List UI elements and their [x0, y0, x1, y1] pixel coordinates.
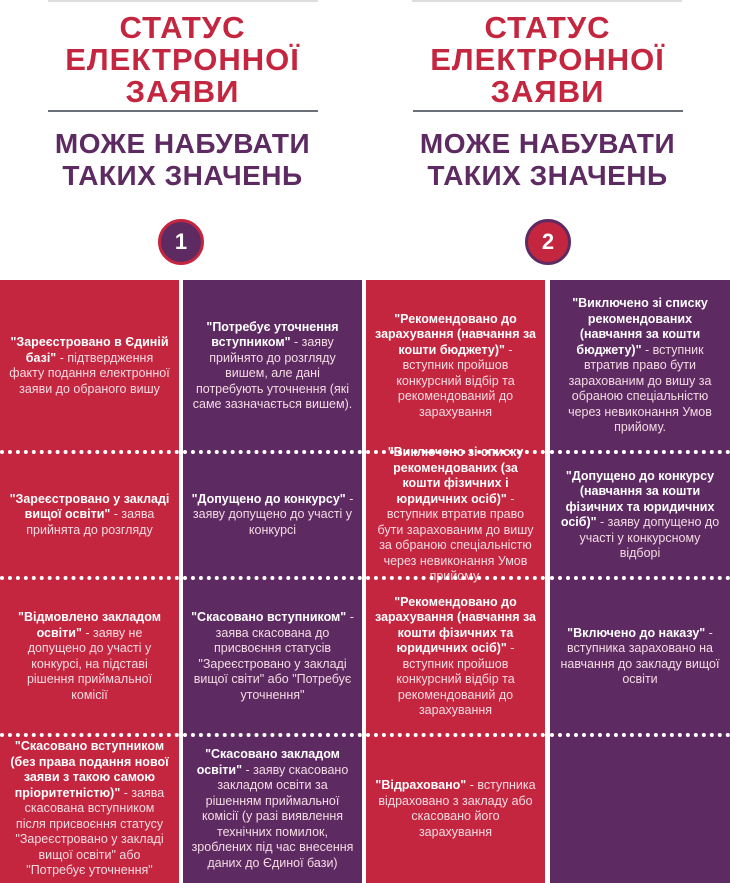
status-name: "Рекомендовано до зарахування (навчання …	[375, 594, 536, 656]
title-line: СТАТУС	[119, 10, 246, 45]
status-name: "Скасовано вступником (без права подання…	[10, 739, 169, 800]
number-badge: 1	[158, 219, 204, 265]
header-title: СТАТУС ЕЛЕКТРОННОЇ ЗАЯВИ	[365, 12, 730, 108]
status-name: "Виключено зі списку рекомендованих (нав…	[572, 296, 708, 357]
status-explanation: - заява прийнята до розгляду	[26, 507, 155, 537]
status-description: "Скасовано вступником (без права подання…	[8, 739, 171, 879]
status-name: "Відмовлено закладом освіти"	[18, 610, 161, 640]
status-explanation: - вступник втратив право бути зараховани…	[568, 342, 712, 435]
status-explanation: - підтвердження факту подання електронно…	[9, 350, 170, 396]
status-description: "Виключено зі списку рекомендованих (нав…	[558, 296, 722, 436]
row-separator	[183, 450, 362, 454]
status-description: "Включено до наказу" - вступника зарахов…	[558, 626, 722, 688]
status-name: "Допущено до конкурсу (навчання за кошти…	[560, 468, 715, 530]
status-cell: "Рекомендовано до зарахування (навчання …	[366, 280, 545, 452]
title-line: ЕЛЕКТРОННОЇ	[65, 42, 300, 77]
status-description: "Допущено до конкурсу (навчання за кошти…	[558, 469, 722, 562]
status-name: "Потребує уточнення вступником"	[206, 319, 339, 350]
status-name: "Відраховано"	[375, 778, 467, 792]
status-column: "Потребує уточнення вступником" - заяву …	[183, 280, 362, 883]
row-separator	[550, 733, 730, 737]
status-description: "Відраховано" - вступника відраховано з …	[374, 778, 537, 840]
row-separator	[550, 576, 730, 580]
row-separator	[366, 576, 545, 580]
status-name: "Допущено до конкурсу"	[191, 491, 346, 506]
status-cell: "Виключено зі списку рекомендованих (нав…	[550, 280, 730, 452]
title-line: ЕЛЕКТРОННОЇ	[430, 42, 665, 77]
status-name: "Виключено зі списку рекомендованих (за …	[387, 445, 524, 506]
title-line: ЗАЯВИ	[125, 74, 240, 109]
status-cell: "Включено до наказу" - вступника зарахов…	[550, 578, 730, 735]
row-separator	[0, 576, 179, 580]
row-separator	[366, 450, 545, 454]
status-name: "Скасовано вступником"	[191, 610, 347, 624]
top-divider	[48, 0, 318, 2]
row-separator	[550, 450, 730, 454]
status-name: "Зареєстровано в Єдиній базі"	[10, 335, 169, 365]
status-column: "Рекомендовано до зарахування (навчання …	[366, 280, 545, 883]
status-explanation: - вступник пройшов конкурсний відбір та …	[396, 342, 515, 419]
subtitle-line: ТАКИХ ЗНАЧЕНЬ	[427, 160, 668, 191]
header-rule	[413, 110, 683, 112]
status-description: "Зареєстровано в Єдиній базі" - підтверд…	[8, 335, 171, 397]
status-cell: "Виключено зі списку рекомендованих (за …	[366, 445, 545, 583]
header-left: СТАТУС ЕЛЕКТРОННОЇ ЗАЯВИ МОЖЕ НАБУВАТИ Т…	[0, 0, 365, 280]
status-description: "Скасовано закладом освіти" - заяву скас…	[191, 747, 354, 871]
status-description: "Зареєстровано у закладі вищої освіти" -…	[8, 492, 171, 539]
header-subtitle: МОЖЕ НАБУВАТИ ТАКИХ ЗНАЧЕНЬ	[365, 128, 730, 192]
status-name: "Включено до наказу"	[567, 625, 706, 640]
subtitle-line: ТАКИХ ЗНАЧЕНЬ	[62, 160, 303, 191]
status-explanation: - заяву допущено до участі у конкурсі	[192, 491, 354, 537]
status-description: "Відмовлено закладом освіти" - заяву не …	[8, 610, 171, 703]
status-cell: "Скасовано вступником (без права подання…	[0, 735, 179, 883]
status-description: "Рекомендовано до зарахування (навчання …	[374, 595, 537, 719]
status-description: "Потребує уточнення вступником" - заяву …	[191, 320, 354, 413]
status-cell	[550, 735, 730, 883]
status-description: "Рекомендовано до зарахування (навчання …	[374, 312, 537, 421]
row-separator	[183, 576, 362, 580]
row-separator	[0, 733, 179, 737]
status-description: "Скасовано вступником" - заява скасована…	[191, 610, 354, 703]
header-title: СТАТУС ЕЛЕКТРОННОЇ ЗАЯВИ	[0, 12, 365, 108]
status-cell: "Відраховано" - вступника відраховано з …	[366, 735, 545, 883]
status-cell: "Допущено до конкурсу (навчання за кошти…	[550, 452, 730, 578]
title-line: СТАТУС	[484, 10, 611, 45]
status-name: "Зареєстровано у закладі вищої освіти"	[9, 491, 170, 522]
status-column: "Виключено зі списку рекомендованих (нав…	[550, 280, 730, 883]
status-cell: "Рекомендовано до зарахування (навчання …	[366, 578, 545, 735]
status-cell: "Потребує уточнення вступником" - заяву …	[183, 280, 362, 452]
row-separator	[183, 733, 362, 737]
row-separator	[366, 733, 545, 737]
status-cell: "Зареєстровано в Єдиній базі" - підтверд…	[0, 280, 179, 452]
status-cell: "Скасовано закладом освіти" - заяву скас…	[183, 735, 362, 883]
status-name: "Рекомендовано до зарахування (навчання …	[375, 311, 536, 357]
subtitle-line: МОЖЕ НАБУВАТИ	[54, 128, 311, 159]
header-subtitle: МОЖЕ НАБУВАТИ ТАКИХ ЗНАЧЕНЬ	[0, 128, 365, 192]
number-badge: 2	[525, 219, 571, 265]
row-separator	[0, 450, 179, 454]
subtitle-line: МОЖЕ НАБУВАТИ	[419, 128, 676, 159]
status-description: "Допущено до конкурсу" - заяву допущено …	[191, 492, 354, 539]
status-explanation: - заява скасована вступником після присв…	[15, 785, 165, 878]
status-column: "Зареєстровано в Єдиній базі" - підтверд…	[0, 280, 179, 883]
status-cell: "Відмовлено закладом освіти" - заяву не …	[0, 578, 179, 735]
status-grid: "Зареєстровано в Єдиній базі" - підтверд…	[0, 280, 730, 883]
status-explanation: - заяву допущено до участі у конкурсному…	[579, 515, 720, 560]
status-cell: "Скасовано вступником" - заява скасована…	[183, 578, 362, 735]
top-divider	[412, 0, 682, 2]
status-explanation: - заява скасована до присвоєння статусів…	[193, 610, 354, 702]
status-explanation: - вступник пройшов конкурсний відбір та …	[396, 641, 515, 717]
status-name: "Скасовано закладом освіти"	[196, 747, 340, 777]
status-description: "Виключено зі списку рекомендованих (за …	[374, 445, 537, 585]
status-explanation: - заяву скасовано закладом освіти за ріш…	[191, 762, 354, 870]
header-right: СТАТУС ЕЛЕКТРОННОЇ ЗАЯВИ МОЖЕ НАБУВАТИ Т…	[365, 0, 730, 280]
status-explanation: - вступника зараховано на навчання до за…	[560, 625, 720, 687]
header-rule	[48, 110, 318, 112]
title-line: ЗАЯВИ	[490, 74, 605, 109]
status-explanation: - заяву прийнято до розгляду вишем, але …	[192, 335, 353, 411]
status-cell: "Допущено до конкурсу" - заяву допущено …	[183, 452, 362, 578]
status-cell: "Зареєстровано у закладі вищої освіти" -…	[0, 452, 179, 578]
status-explanation: - вступника відраховано з закладу або ск…	[378, 778, 536, 839]
status-explanation: - заяву не допущено до участі у конкурсі…	[26, 625, 153, 702]
